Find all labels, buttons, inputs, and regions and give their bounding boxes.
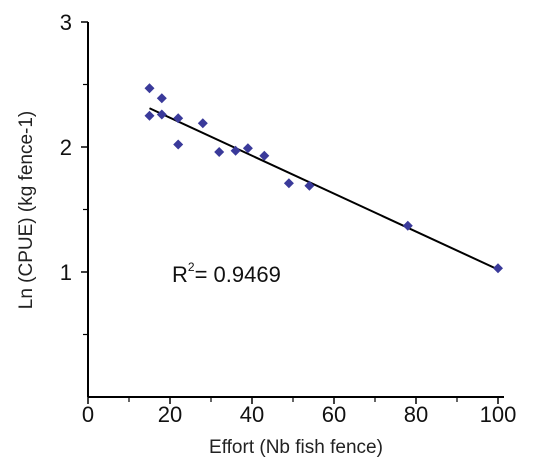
x-tick-label: 100: [480, 402, 517, 427]
y-tick-label: 3: [60, 10, 72, 35]
y-tick-label: 1: [60, 260, 72, 285]
data-point: [173, 113, 184, 124]
data-points: [144, 83, 503, 274]
data-point: [156, 109, 167, 120]
tick-labels: 0 20 40 60 80 100 1 2 3: [60, 10, 517, 427]
r-squared-superscript: 2: [188, 260, 195, 274]
r-squared-value: = 0.9469: [195, 262, 281, 287]
y-tick-label: 2: [60, 135, 72, 160]
data-point: [156, 93, 167, 104]
x-axis-title: Effort (Nb fish fence): [209, 437, 383, 458]
data-point: [259, 150, 270, 161]
x-tick-label: 0: [82, 402, 94, 427]
data-point: [214, 147, 225, 157]
data-point: [173, 139, 184, 150]
data-point: [230, 145, 241, 156]
r-squared-annotation: R2= 0.9469: [172, 260, 281, 287]
x-tick-label: 60: [322, 402, 346, 427]
data-point: [493, 263, 503, 274]
x-tick-label: 20: [158, 402, 182, 427]
data-point: [242, 143, 253, 154]
axes: [87, 22, 504, 398]
trend-line: [149, 107, 499, 271]
tick-marks: [81, 21, 499, 404]
y-axis-title: Ln (CPUE) (kg fence-1): [16, 111, 37, 310]
data-point: [304, 180, 315, 191]
data-point: [144, 110, 155, 121]
data-point: [283, 178, 294, 189]
data-point: [402, 220, 413, 231]
data-point: [144, 83, 155, 94]
r-squared-r: R: [172, 262, 188, 287]
data-point: [197, 118, 208, 129]
x-tick-label: 40: [240, 402, 264, 427]
x-tick-label: 80: [404, 402, 428, 427]
